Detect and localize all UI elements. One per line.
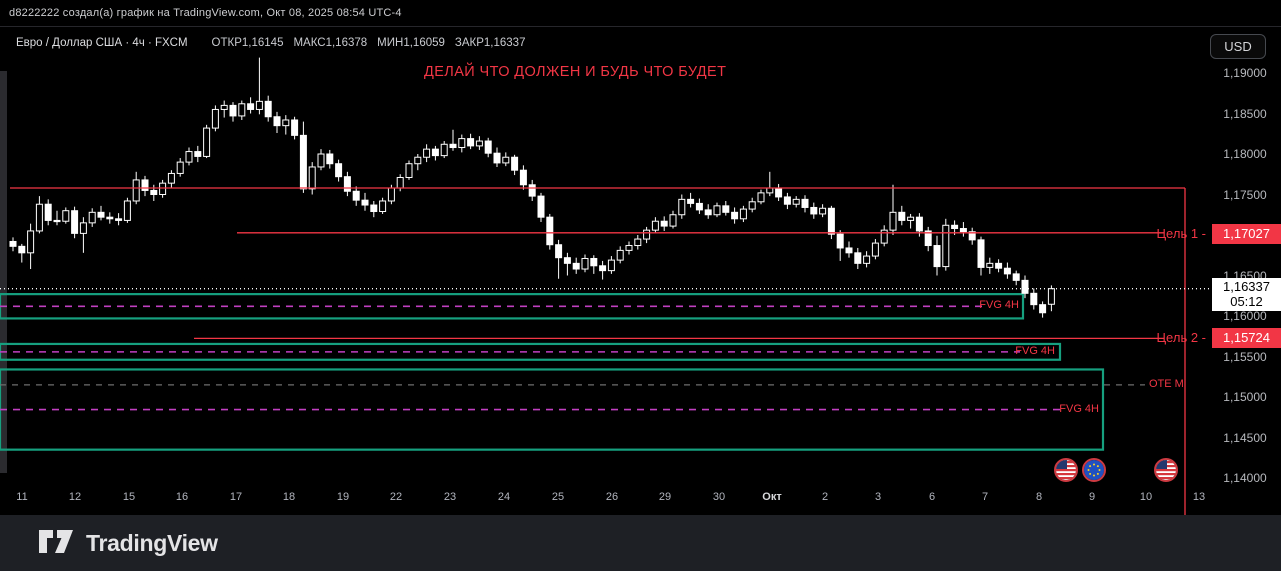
time-tick-9: 9 [1088,491,1096,503]
time-tick-2: 2 [821,491,829,503]
price-tick-1,16000: 1,16000 [1223,309,1267,323]
tradingview-footer: TradingView [0,515,1281,571]
time-tick-6: 6 [928,491,936,503]
high-label: МАКС [293,37,326,49]
tradingview-logo-icon [39,530,73,553]
target1-label: Цель 1 - [1156,226,1206,241]
symbol-legend: Евро / Доллар США · 4ч · FXCM ОТКР1,16145… [16,37,525,49]
time-tick-22: 22 [389,491,403,503]
attribution-text: d8222222 создал(а) график на TradingView… [9,7,402,19]
price-tick-1,15000: 1,15000 [1223,390,1267,404]
time-tick-30: 30 [712,491,726,503]
time-tick-3: 3 [874,491,882,503]
candlestick-series [9,57,1055,318]
fvg-box-1 [0,293,1025,320]
time-tick-Окт: Окт [762,491,782,503]
time-tick-24: 24 [497,491,511,503]
low-value: 1,16059 [403,37,445,49]
price-tick-1,18500: 1,18500 [1223,106,1267,121]
time-tick-15: 15 [122,491,136,503]
low-label: МИН [377,37,404,49]
time-tick-19: 19 [336,491,350,503]
bar-countdown: 05:12 [1230,294,1263,309]
price-tick-1,15500: 1,15500 [1223,349,1267,364]
close-label: ЗАКР [454,37,484,49]
time-tick-17: 17 [229,491,243,503]
attribution-bar: d8222222 создал(а) график на TradingView… [0,0,1281,26]
price-tick-1,14500: 1,14500 [1223,430,1267,445]
left-edge-partial-bar [0,71,7,473]
close-value: 1,16337 [483,37,526,49]
time-tick-8: 8 [1035,491,1043,503]
time-tick-18: 18 [282,491,296,503]
time-tick-11: 11 [16,491,28,503]
us-flag-event-icon[interactable] [1054,458,1078,482]
chart-text-annotation: ДЕЛАЙ ЧТО ДОЛЖЕН И БУДЬ ЧТО БУДЕТ [424,64,727,80]
open-value: 1,16145 [241,37,284,49]
price-tick-1,14000: 1,14000 [1223,471,1267,485]
high-value: 1,16378 [325,37,368,49]
eu-flag-event-icon[interactable] [1082,458,1106,482]
fvg-box-label-2: FVG 4H [1015,344,1055,357]
last-price-badge: 1,16337 05:12 [1212,278,1281,311]
price-tick-1,19000: 1,19000 [1223,66,1267,80]
time-tick-7: 7 [981,491,989,503]
last-price-value: 1,16337 [1223,279,1270,294]
time-tick-12: 12 [68,491,82,503]
fvg-box-3 [0,368,1105,451]
price-tick-1,17500: 1,17500 [1223,187,1267,202]
fvg-box-2 [0,342,1062,361]
currency-usd-button[interactable]: USD [1210,34,1266,59]
time-tick-26: 26 [605,491,619,503]
open-label: ОТКР [211,37,242,49]
time-tick-29: 29 [658,491,672,503]
time-tick-10: 10 [1139,491,1153,503]
symbol-title: Евро / Доллар США · 4ч · FXCM [16,37,188,49]
target2-price-badge: 1,15724 [1212,328,1281,348]
chart-canvas[interactable] [0,27,1281,516]
time-tick-23: 23 [443,491,457,503]
us-flag-event-icon[interactable] [1154,458,1178,482]
chart-area[interactable]: Евро / Доллар США · 4ч · FXCM ОТКР1,16145… [0,26,1281,516]
time-tick-16: 16 [175,491,189,503]
fvg-box-label-3: FVG 4H [1059,402,1099,415]
fvg-box-label-1: FVG 4H [979,299,1019,312]
price-tick-1,18000: 1,18000 [1223,147,1267,161]
ote-level-label: OTE M [1149,378,1184,390]
tradingview-brand-text: TradingView [86,529,218,556]
time-tick-13: 13 [1192,491,1206,503]
target2-label: Цель 2 - [1156,330,1206,345]
time-tick-25: 25 [551,491,565,503]
target1-price-badge: 1,17027 [1212,224,1281,244]
